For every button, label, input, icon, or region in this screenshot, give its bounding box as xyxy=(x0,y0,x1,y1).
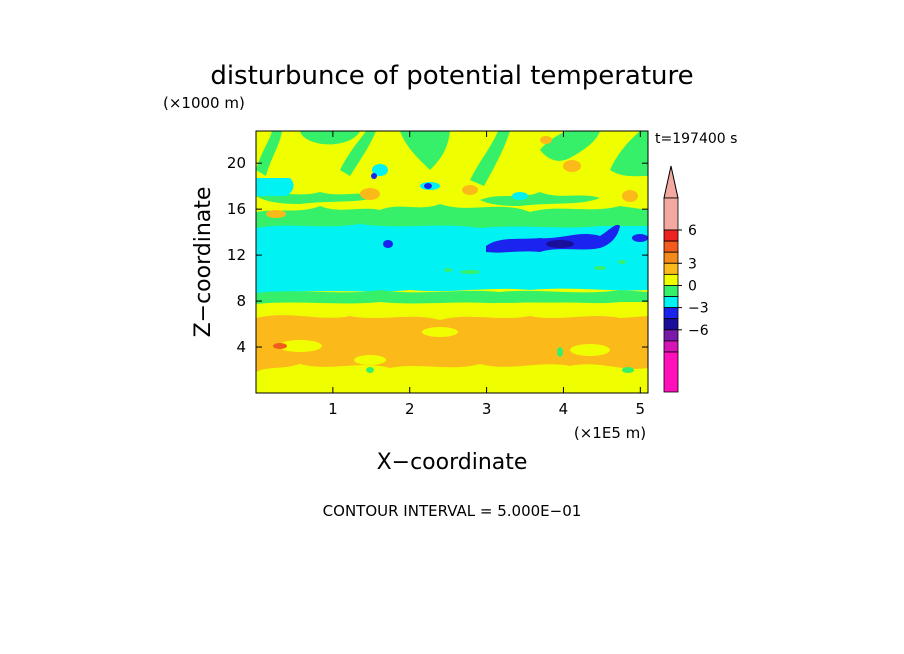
warm-spot xyxy=(273,343,287,349)
colorbar-segment xyxy=(663,307,679,320)
upper-streak xyxy=(300,131,360,145)
warm-layer xyxy=(256,315,648,372)
y-tick-label: 16 xyxy=(227,200,246,218)
warm-layer-hole xyxy=(278,340,322,352)
warm-layer-hole xyxy=(422,327,458,337)
plot-frame xyxy=(255,130,649,394)
cyan-speckle xyxy=(594,266,606,270)
cold-patch xyxy=(632,234,648,242)
y-unit-label: (×1000 m) xyxy=(163,94,245,112)
cold-patch xyxy=(383,240,393,248)
colorbar-segment xyxy=(663,351,679,393)
x-tick-label: 4 xyxy=(559,400,569,418)
upper-warm-spot xyxy=(622,190,638,202)
warm-layer-hole xyxy=(354,355,386,365)
colorbar-arrow xyxy=(663,165,679,199)
colorbar: 6 3 0 −3 −6 xyxy=(663,165,709,393)
time-label: t=197400 s xyxy=(655,131,737,147)
upper-cold-patch xyxy=(512,192,528,200)
upper-streak xyxy=(610,131,648,177)
upper-cold-patch xyxy=(256,178,294,196)
cyan-speckle xyxy=(618,260,626,264)
colorbar-tick-label: 0 xyxy=(688,278,697,294)
y-tick-label: 20 xyxy=(227,154,246,172)
upper-cold-patch xyxy=(372,164,388,176)
x-tick-label: 2 xyxy=(405,400,415,418)
x-tick-label: 1 xyxy=(328,400,338,418)
upper-warm-spot xyxy=(266,210,286,218)
cyan-speckle xyxy=(444,268,452,272)
surface-speck xyxy=(366,367,374,373)
colorbar-segment xyxy=(663,296,679,309)
colorbar-segment xyxy=(663,229,679,242)
upper-warm-spot xyxy=(360,188,380,200)
x-unit-label: (×1E5 m) xyxy=(574,424,646,442)
colorbar-segment xyxy=(663,285,679,297)
colorbar-segment xyxy=(663,273,679,286)
chart-title: disturbunce of potential temperature xyxy=(210,61,693,91)
colorbar-segment xyxy=(663,197,679,231)
cold-core xyxy=(546,240,574,248)
upper-streak xyxy=(340,131,376,176)
upper-warm-spot xyxy=(563,160,581,172)
yellow-band-mid xyxy=(256,302,648,319)
y-axis-label: Z−coordinate xyxy=(191,187,216,338)
surface-speck xyxy=(622,367,634,373)
colorbar-tick-label: −3 xyxy=(688,301,709,317)
upper-streak xyxy=(540,131,600,161)
y-tick-label: 8 xyxy=(236,292,246,310)
colorbar-segment xyxy=(663,251,679,264)
upper-cold-core xyxy=(424,183,432,189)
y-tick-label: 4 xyxy=(236,338,246,356)
colorbar-segment xyxy=(663,262,679,275)
upper-streak xyxy=(470,131,510,186)
upper-cold-core xyxy=(371,173,377,179)
x-tick-label: 5 xyxy=(636,400,646,418)
upper-warm-spot xyxy=(462,185,478,195)
contour-field xyxy=(256,131,648,393)
cold-patch xyxy=(486,224,620,253)
x-axis-label: X−coordinate xyxy=(377,450,528,475)
upper-streak xyxy=(400,131,450,170)
contour-interval-label: CONTOUR INTERVAL = 5.000E−01 xyxy=(323,502,582,520)
upper-streak xyxy=(256,131,282,176)
colorbar-tick-label: 6 xyxy=(688,223,697,239)
colorbar-tick-label: −6 xyxy=(688,323,709,339)
cyan-speckle xyxy=(460,270,480,274)
surface-speck xyxy=(557,347,563,357)
colorbar-tick-label: 3 xyxy=(688,256,697,272)
colorbar-segment xyxy=(663,240,679,253)
colorbar-segment xyxy=(663,329,679,342)
upper-warm-spot xyxy=(540,136,552,144)
y-tick-label: 12 xyxy=(227,246,246,264)
colorbar-segment xyxy=(663,340,679,353)
upper-streak xyxy=(480,192,600,206)
warm-layer-hole xyxy=(570,344,610,356)
lower-green-band xyxy=(256,290,648,306)
x-tick-label: 3 xyxy=(482,400,492,418)
colorbar-segment xyxy=(663,318,679,331)
